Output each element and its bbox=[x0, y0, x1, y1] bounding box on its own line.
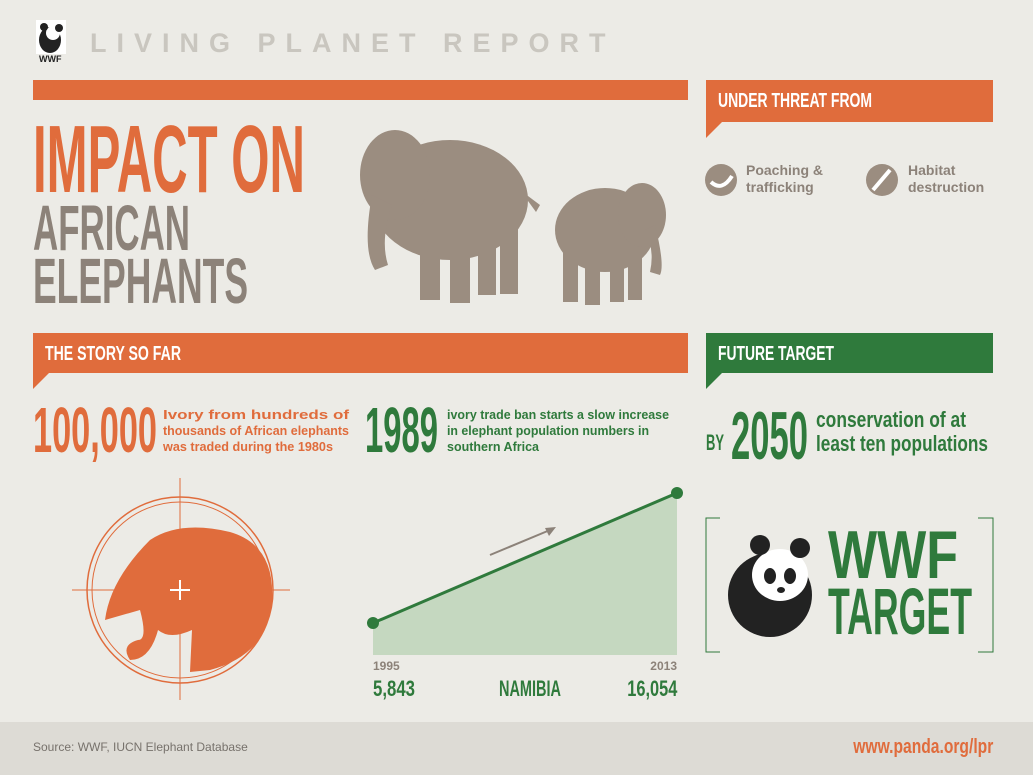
threat-label: Poaching & bbox=[746, 162, 824, 178]
fact-text: southern Africa bbox=[447, 439, 539, 454]
story-banner bbox=[33, 333, 688, 389]
story-heading: THE STORY SO FAR bbox=[45, 343, 181, 365]
target-text: WWF bbox=[828, 517, 958, 593]
fact-number: 100,000 bbox=[33, 394, 157, 466]
start-year: 1995 bbox=[373, 659, 400, 673]
threat-label: Habitat bbox=[908, 162, 956, 178]
threat-label: trafficking bbox=[746, 179, 814, 195]
namibia-label: NAMIBIA bbox=[499, 676, 561, 701]
title-line: AFRICAN bbox=[33, 192, 190, 264]
source: Source: WWF, IUCN Elephant Database bbox=[33, 740, 248, 754]
elephants bbox=[360, 130, 666, 305]
fact-text: thousands of African elephants bbox=[163, 423, 349, 438]
report-title: LIVING PLANET REPORT bbox=[90, 28, 616, 58]
top-bar bbox=[33, 80, 688, 100]
fact-text: was traded during the 1980s bbox=[163, 439, 333, 454]
url: www.panda.org/lpr bbox=[853, 736, 993, 758]
footer-band bbox=[0, 722, 1033, 775]
poaching-icon bbox=[705, 164, 737, 196]
future-text: least ten populations bbox=[816, 431, 988, 456]
fact-number: 1989 bbox=[365, 394, 438, 466]
fact-text: in elephant population numbers in bbox=[447, 423, 649, 438]
wwf-logo bbox=[36, 20, 66, 54]
title-line: ELEPHANTS bbox=[33, 245, 248, 317]
target-elephant bbox=[72, 478, 290, 700]
start-value: 5,843 bbox=[373, 676, 415, 701]
future-text: conservation of at bbox=[816, 407, 966, 432]
future-year: 2050 bbox=[731, 398, 808, 474]
future-prefix: BY bbox=[706, 430, 724, 455]
target-text: TARGET bbox=[828, 574, 972, 648]
future-banner bbox=[706, 333, 993, 389]
end-year: 2013 bbox=[650, 659, 677, 673]
namibia-chart bbox=[367, 487, 683, 655]
fact-text: Ivory from hundreds of bbox=[163, 407, 349, 422]
logo-text: WWF bbox=[39, 54, 62, 64]
end-value: 16,054 bbox=[627, 676, 677, 701]
title-line: IMPACT ON bbox=[33, 106, 305, 213]
target-box bbox=[705, 517, 994, 653]
future-heading: FUTURE TARGET bbox=[718, 343, 834, 365]
fact-text: ivory trade ban starts a slow increase bbox=[447, 407, 669, 422]
panda bbox=[728, 535, 812, 637]
threat-label: destruction bbox=[908, 179, 985, 195]
threat-heading: UNDER THREAT FROM bbox=[718, 90, 872, 112]
threat-banner bbox=[706, 80, 993, 138]
